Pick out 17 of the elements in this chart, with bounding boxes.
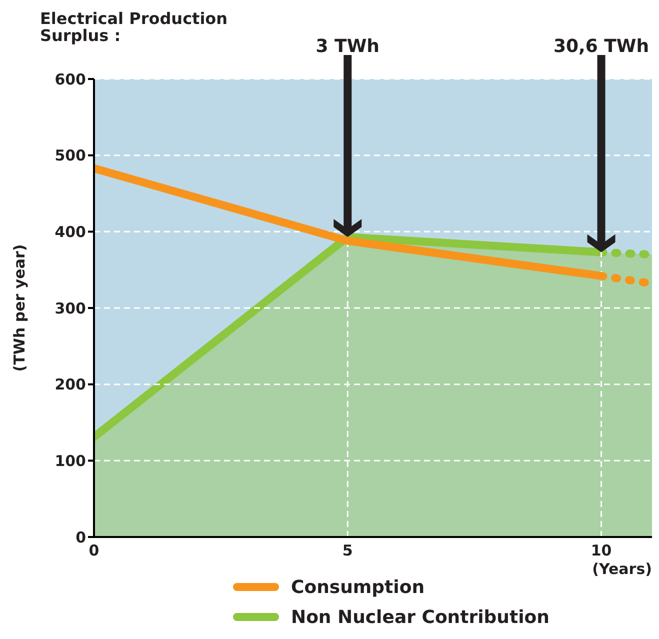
x-tick-label: 10 bbox=[590, 542, 612, 560]
legend-label: Non Nuclear Contribution bbox=[290, 606, 550, 630]
y-tick-label: 500 bbox=[54, 146, 86, 165]
y-axis-title: (TWh per year) bbox=[10, 244, 28, 372]
y-tick-label: 400 bbox=[54, 222, 86, 241]
y-tick-label: 300 bbox=[54, 299, 86, 318]
y-tick-label: 0 bbox=[76, 528, 86, 546]
annotation: 30,6 TWh bbox=[553, 36, 650, 57]
y-tick-label: 200 bbox=[54, 376, 86, 394]
chart-title: Electrical Production Surplus : bbox=[40, 9, 228, 45]
annotation: 3 TWh bbox=[316, 36, 380, 57]
x-axis-title: (Years) bbox=[592, 560, 652, 578]
y-tick-label: 100 bbox=[54, 452, 86, 470]
legend-label: Consumption bbox=[291, 576, 425, 598]
x-tick-label: 0 bbox=[88, 542, 100, 560]
x-tick-label: 5 bbox=[342, 542, 353, 560]
y-tick-label: 600 bbox=[54, 70, 86, 88]
